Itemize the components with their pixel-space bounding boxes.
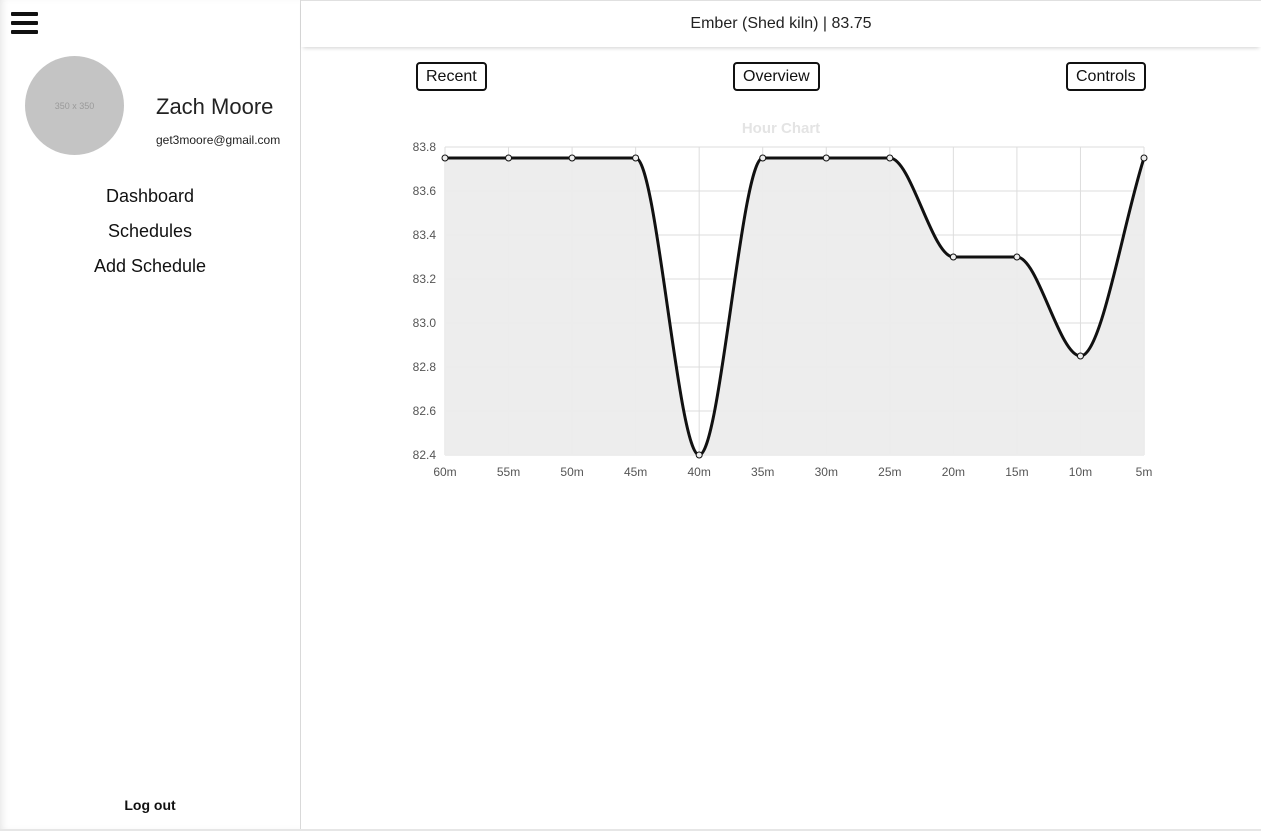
avatar-placeholder-text: 350 x 350 xyxy=(54,100,95,111)
sidebar: 350 x 350 Zach Moore get3moore@gmail.com… xyxy=(0,0,301,829)
chart-area-fill xyxy=(445,158,1144,455)
y-tick-label: 82.6 xyxy=(413,404,437,418)
hamburger-bar xyxy=(11,30,38,34)
page-header: Ember (Shed kiln) | 83.75 xyxy=(301,0,1261,47)
data-point[interactable] xyxy=(1140,154,1148,162)
user-name: Zach Moore xyxy=(156,94,274,119)
y-tick-label: 83.6 xyxy=(413,184,437,198)
data-point[interactable] xyxy=(759,154,767,162)
data-point[interactable] xyxy=(505,154,513,162)
x-tick-label: 20m xyxy=(942,465,965,479)
data-point[interactable] xyxy=(568,154,576,162)
y-tick-label: 83.4 xyxy=(413,228,437,242)
page-title: Ember (Shed kiln) | 83.75 xyxy=(690,15,872,32)
chart-labels: 83.8 83.6 83.4 83.2 83.0 82.8 82.6 82.4 60m 55m 50… xyxy=(413,140,1153,479)
data-point[interactable] xyxy=(1076,352,1084,360)
sidebar-item-dashboard[interactable]: Dashboard xyxy=(105,186,195,206)
data-point[interactable] xyxy=(1013,253,1021,261)
x-tick-label: 35m xyxy=(751,465,774,479)
sidebar-nav: Dashboard Schedules Add Schedule xyxy=(0,184,300,289)
x-tick-label: 55m xyxy=(497,465,520,479)
x-tick-label: 50m xyxy=(560,465,583,479)
sidebar-item-add-schedule[interactable]: Add Schedule xyxy=(93,256,207,276)
hamburger-bar xyxy=(11,21,38,25)
chart-series-line xyxy=(444,156,1146,457)
data-point[interactable] xyxy=(886,154,894,162)
x-tick-label: 45m xyxy=(624,465,647,479)
hamburger-bar xyxy=(11,12,38,16)
y-tick-label: 83.2 xyxy=(413,272,437,286)
x-tick-label: 25m xyxy=(878,465,901,479)
bottom-divider xyxy=(0,829,1261,831)
x-tick-label: 40m xyxy=(688,465,711,479)
y-tick-label: 82.8 xyxy=(413,360,437,374)
x-tick-label: 60m xyxy=(433,465,456,479)
data-point[interactable] xyxy=(695,451,703,459)
data-point[interactable] xyxy=(441,154,449,162)
tab-recent[interactable]: Recent xyxy=(416,62,487,91)
y-tick-label: 83.8 xyxy=(413,140,437,154)
x-tick-label: 15m xyxy=(1005,465,1028,479)
data-point[interactable] xyxy=(822,154,830,162)
data-point[interactable] xyxy=(632,154,640,162)
sidebar-item-schedules[interactable]: Schedules xyxy=(107,221,193,241)
x-tick-label: 5m xyxy=(1136,465,1153,479)
chart-points xyxy=(441,154,1148,459)
avatar: 350 x 350 xyxy=(25,56,124,155)
hamburger-menu-icon[interactable] xyxy=(11,12,38,35)
data-point[interactable] xyxy=(949,253,957,261)
logout-link[interactable]: Log out xyxy=(124,797,176,813)
tab-controls[interactable]: Controls xyxy=(1066,62,1146,91)
user-email: get3moore@gmail.com xyxy=(156,133,281,147)
chart-title: Hour Chart xyxy=(742,120,820,137)
x-tick-label: 30m xyxy=(815,465,838,479)
x-tick-label: 10m xyxy=(1069,465,1092,479)
y-tick-label: 82.4 xyxy=(413,448,437,462)
y-tick-label: 83.0 xyxy=(413,316,437,330)
tab-overview[interactable]: Overview xyxy=(733,62,820,91)
